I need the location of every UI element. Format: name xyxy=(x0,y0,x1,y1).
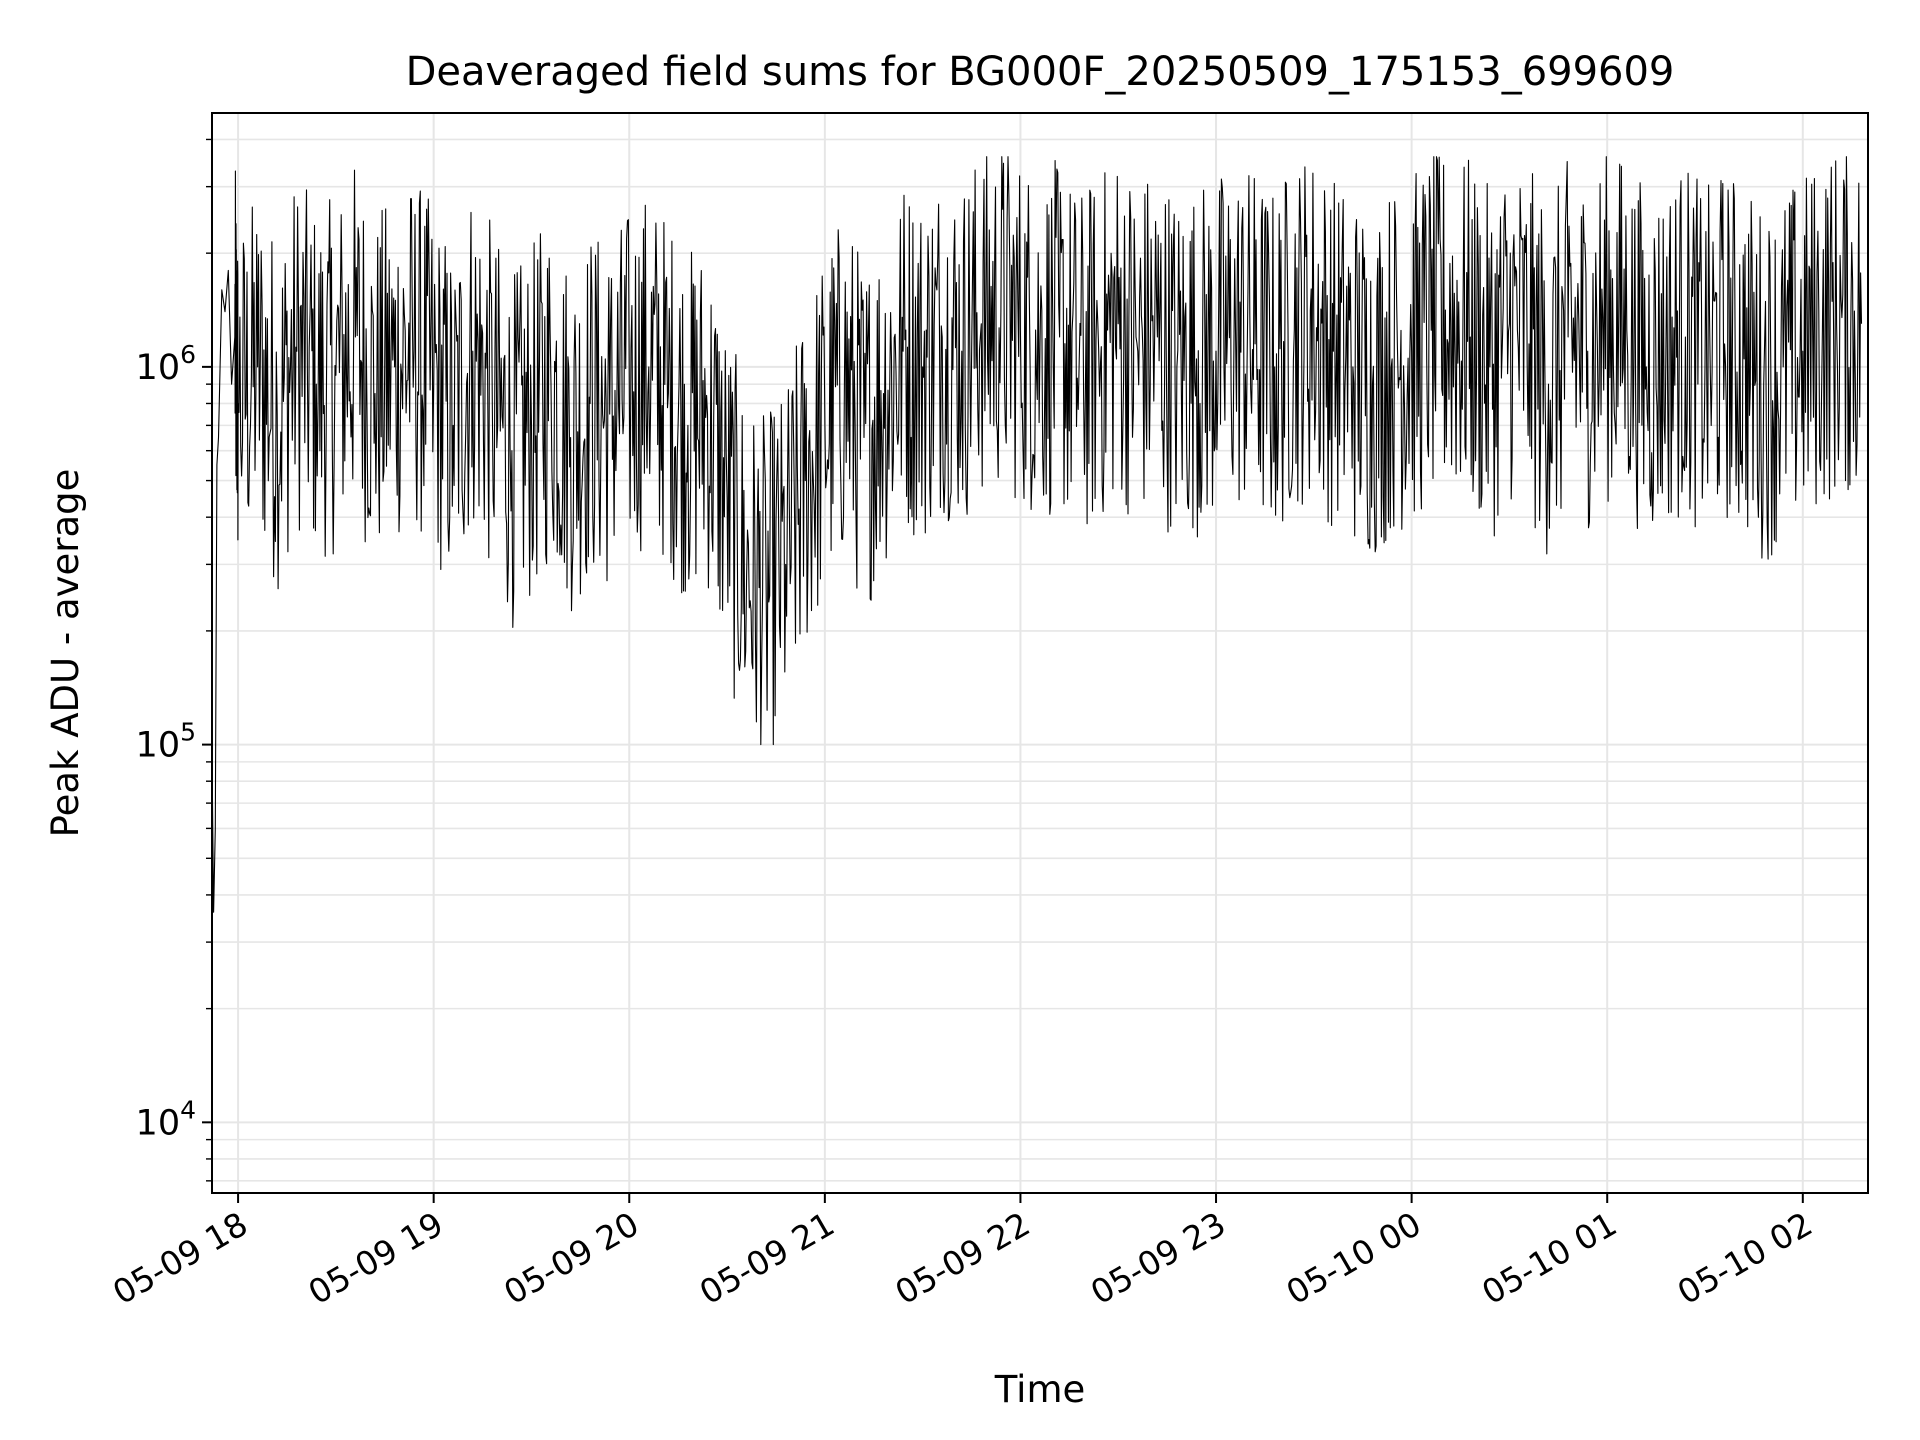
y-tick-label: 104 xyxy=(136,1095,196,1143)
x-tick-label: 05-09 18 xyxy=(106,1204,254,1312)
y-axis-label: Peak ADU - average xyxy=(44,469,87,838)
x-tick-label: 05-09 23 xyxy=(1084,1204,1232,1312)
plot-area-frame xyxy=(211,112,1869,1194)
x-tick-label: 05-10 00 xyxy=(1280,1204,1428,1312)
series-line xyxy=(211,156,1863,913)
x-tick-label: 05-09 22 xyxy=(888,1204,1036,1312)
x-tick-label: 05-10 01 xyxy=(1475,1204,1623,1312)
y-tick-label: 106 xyxy=(136,340,196,388)
x-tick-label: 05-10 02 xyxy=(1671,1204,1819,1312)
x-axis-ticks: 05-09 18 05-09 19 05-09 20 05-09 21 05-09 22… xyxy=(106,1193,1819,1312)
x-tick-label: 05-09 20 xyxy=(497,1204,645,1312)
chart-title: Deaveraged field sums for BG000F_2025050… xyxy=(406,49,1675,95)
y-axis-ticks: 104 105 106 xyxy=(136,138,212,1182)
y-tick-label: 105 xyxy=(136,718,196,766)
x-tick-label: 05-09 21 xyxy=(693,1204,841,1312)
x-tick-label: 05-09 19 xyxy=(302,1204,450,1312)
x-axis-label: Time xyxy=(994,1368,1086,1411)
